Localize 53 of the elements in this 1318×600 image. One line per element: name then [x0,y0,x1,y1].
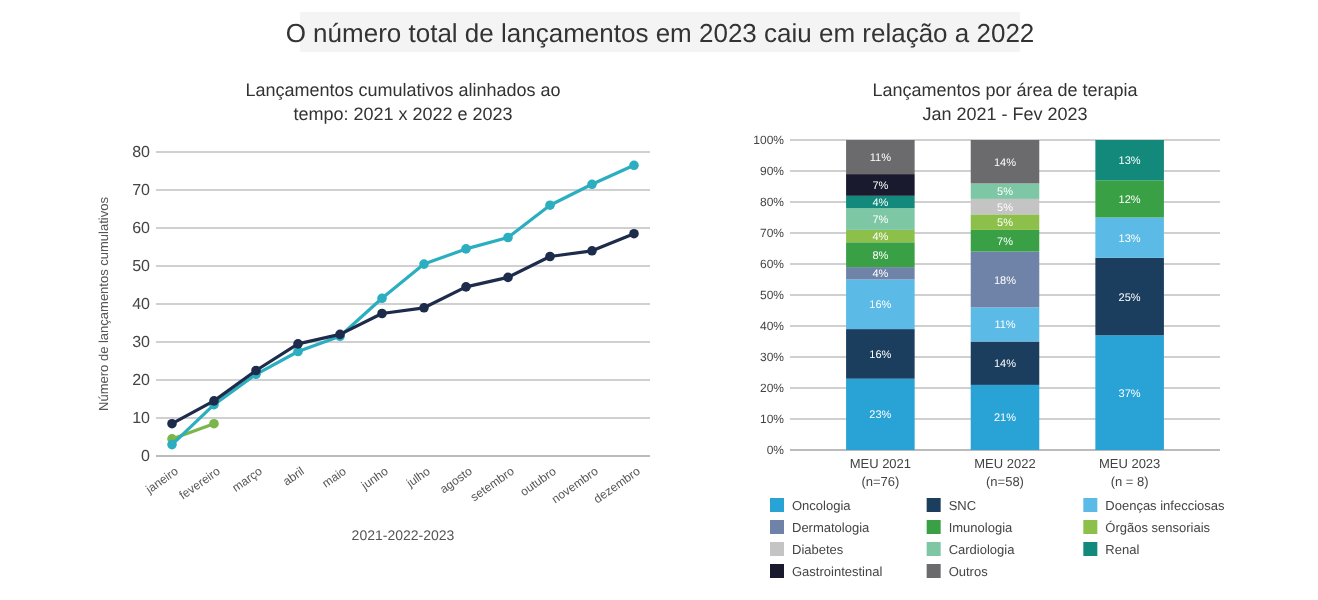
bar [846,208,915,230]
bar [846,329,915,379]
bar [846,140,915,175]
bar [846,267,915,280]
point [377,308,387,319]
bar [970,307,1040,342]
point [377,293,387,304]
text: O número total de lançamentos em 2023 caiu em relação a 2022 [285,18,1035,48]
y-tick-label: 20 [132,371,152,390]
y-tick-label: 30 [132,333,152,352]
point [545,251,555,262]
y-tick-label: 50 [132,257,152,276]
bar [1095,140,1164,181]
bar [970,229,1040,252]
bar [970,341,1040,385]
y-tick-label: 60 [132,219,152,238]
point [461,244,471,254]
bar [1095,257,1164,336]
point [587,179,597,190]
y-tick-label: 80 [132,143,152,162]
point [545,200,555,210]
chart-title: Lançamentos cumulativos alinhados ao [245,80,561,100]
point [629,228,639,239]
chart-title: Lançamentos por área de terapia [872,80,1138,100]
y-tick-label: 0 [141,447,152,466]
point [587,246,597,256]
y-tick-label: 40 [132,295,152,314]
y-tick-label: 10 [132,409,152,428]
bar [970,140,1040,184]
bar [970,251,1040,308]
point [503,232,513,243]
bar [846,378,915,450]
point [293,339,303,349]
bar [1095,217,1164,258]
point [503,272,513,283]
bar [846,174,915,196]
point [167,439,177,450]
point [209,418,219,429]
point [461,282,471,292]
bar [1095,180,1164,218]
point [419,303,429,313]
point [629,160,639,171]
bar [970,384,1040,450]
bar [970,183,1040,199]
y-tick-label: 70 [132,181,152,200]
bar [970,214,1040,230]
chart-subtitle: tempo: 2021 x 2022 e 2023 [293,104,513,124]
bar [846,279,915,330]
bar [846,242,915,268]
point [419,259,429,269]
chart-subtitle: Jan 2021 - Fev 2023 [922,104,1088,124]
point [167,418,177,429]
bar [1095,335,1164,450]
